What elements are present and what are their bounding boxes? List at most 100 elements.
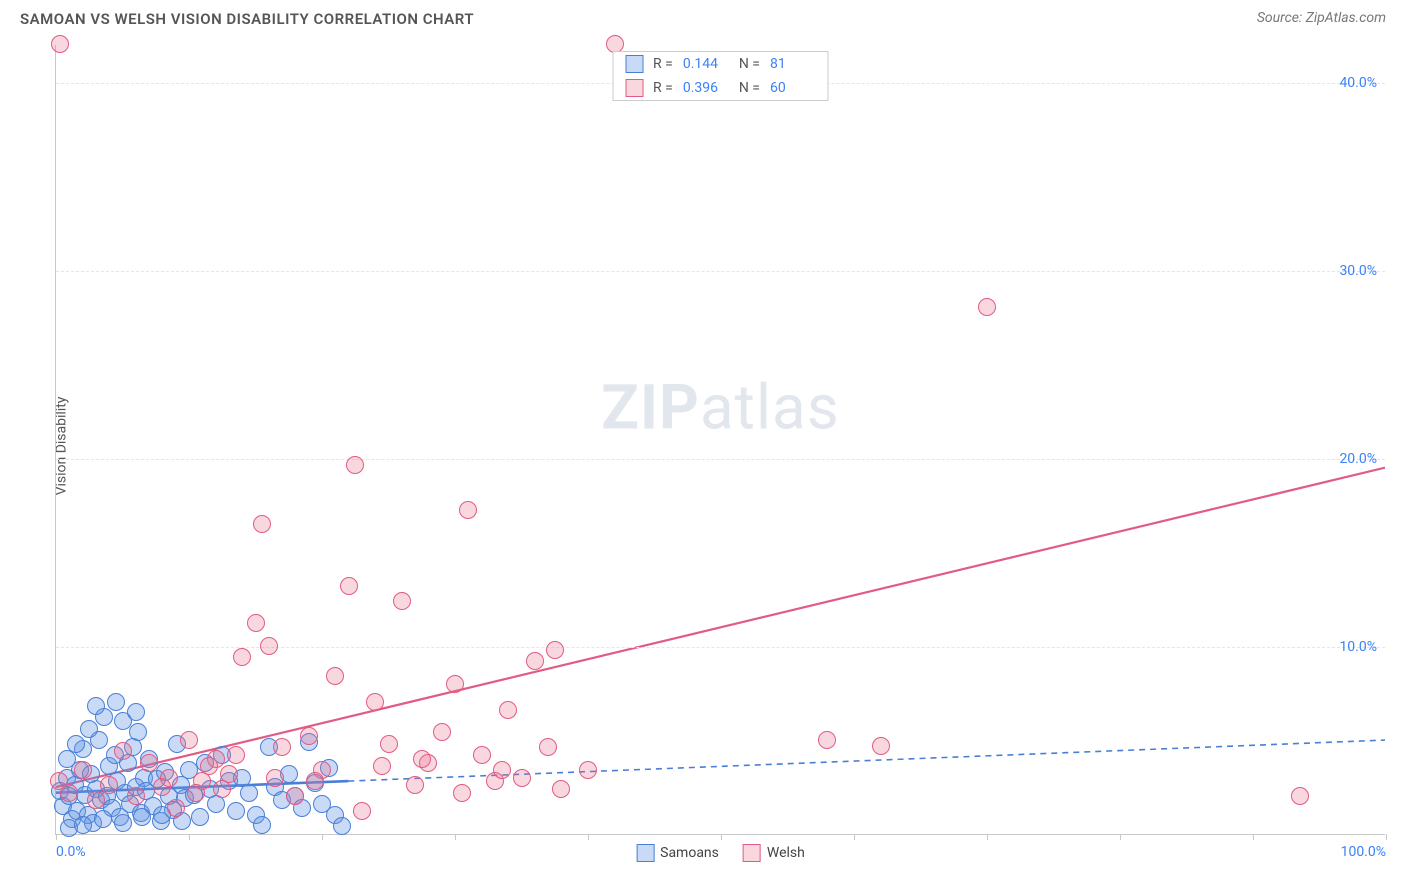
scatter-point-welsh	[818, 731, 836, 749]
scatter-point-welsh	[286, 787, 304, 805]
scatter-point-samoans	[129, 723, 147, 741]
scatter-point-samoans	[191, 808, 209, 826]
gridline	[56, 459, 1385, 460]
x-tick	[189, 834, 190, 840]
scatter-point-welsh	[373, 757, 391, 775]
y-tick-label: 30.0%	[1339, 263, 1377, 279]
scatter-point-welsh	[306, 772, 324, 790]
scatter-point-welsh	[227, 746, 245, 764]
legend-r-value: 0.396	[683, 80, 729, 96]
scatter-point-welsh	[187, 784, 205, 802]
x-tick-label: 0.0%	[56, 844, 86, 860]
y-tick-label: 20.0%	[1339, 451, 1377, 467]
scatter-point-samoans	[240, 784, 258, 802]
scatter-point-welsh	[51, 35, 69, 53]
scatter-point-welsh	[326, 667, 344, 685]
scatter-point-welsh	[87, 791, 105, 809]
scatter-point-welsh	[433, 723, 451, 741]
scatter-point-welsh	[493, 761, 511, 779]
x-tick	[1253, 834, 1254, 840]
scatter-point-welsh	[74, 761, 92, 779]
scatter-point-welsh	[340, 577, 358, 595]
scatter-point-welsh	[579, 761, 597, 779]
scatter-point-welsh	[513, 769, 531, 787]
scatter-point-samoans	[227, 802, 245, 820]
scatter-point-welsh	[200, 757, 218, 775]
scatter-point-welsh	[366, 693, 384, 711]
chart-plot-area: ZIPatlas R =0.144N =81R =0.396N =60 Samo…	[55, 45, 1385, 835]
scatter-point-samoans	[87, 697, 105, 715]
scatter-point-welsh	[406, 776, 424, 794]
legend-swatch-welsh	[625, 79, 643, 97]
scatter-point-welsh	[180, 731, 198, 749]
scatter-point-welsh	[300, 727, 318, 745]
scatter-point-welsh	[413, 750, 431, 768]
x-tick	[322, 834, 323, 840]
legend-row-samoans: R =0.144N =81	[613, 52, 828, 76]
scatter-point-welsh	[546, 641, 564, 659]
correlation-legend: R =0.144N =81 R = 0.396 N = 60	[612, 51, 829, 101]
legend-item: Welsh	[743, 844, 805, 862]
scatter-point-samoans	[94, 810, 112, 828]
scatter-point-samoans	[107, 693, 125, 711]
scatter-point-welsh	[260, 637, 278, 655]
watermark-bold: ZIP	[601, 371, 700, 444]
scatter-point-welsh	[526, 652, 544, 670]
legend-n-value: 81	[770, 56, 816, 72]
scatter-point-samoans	[74, 816, 92, 834]
x-tick-label: 100.0%	[1341, 844, 1386, 860]
x-tick	[56, 834, 57, 840]
legend-name: Samoans	[660, 845, 719, 861]
scatter-point-welsh	[539, 738, 557, 756]
x-tick	[721, 834, 722, 840]
x-tick	[1120, 834, 1121, 840]
scatter-point-welsh	[273, 738, 291, 756]
scatter-point-welsh	[1291, 787, 1309, 805]
scatter-point-welsh	[346, 456, 364, 474]
scatter-point-welsh	[453, 784, 471, 802]
scatter-point-welsh	[552, 780, 570, 798]
legend-r-value: 0.144	[683, 56, 729, 72]
watermark-light: atlas	[700, 371, 840, 444]
legend-n-label: N =	[739, 80, 760, 96]
scatter-point-welsh	[872, 737, 890, 755]
x-tick	[1386, 834, 1387, 840]
scatter-point-welsh	[446, 675, 464, 693]
scatter-point-samoans	[133, 808, 151, 826]
scatter-point-samoans	[333, 817, 351, 835]
scatter-point-welsh	[393, 592, 411, 610]
scatter-point-samoans	[114, 814, 132, 832]
y-tick-label: 10.0%	[1339, 639, 1377, 655]
scatter-point-welsh	[253, 515, 271, 533]
watermark: ZIPatlas	[601, 371, 840, 444]
legend-n-value: 60	[770, 80, 816, 96]
scatter-point-welsh	[978, 298, 996, 316]
scatter-point-samoans	[253, 816, 271, 834]
scatter-point-welsh	[233, 648, 251, 666]
scatter-point-welsh	[459, 501, 477, 519]
scatter-point-welsh	[100, 776, 118, 794]
scatter-point-welsh	[60, 784, 78, 802]
scatter-point-welsh	[114, 742, 132, 760]
x-tick	[455, 834, 456, 840]
legend-swatch-samoans	[625, 55, 643, 73]
y-tick-label: 40.0%	[1339, 75, 1377, 91]
gridline	[56, 647, 1385, 648]
scatter-point-welsh	[499, 701, 517, 719]
scatter-point-welsh	[247, 614, 265, 632]
x-tick	[854, 834, 855, 840]
legend-row-welsh: R = 0.396 N = 60	[613, 76, 828, 100]
legend-item: Samoans	[636, 844, 719, 862]
scatter-point-welsh	[473, 746, 491, 764]
scatter-point-welsh	[167, 799, 185, 817]
trendlines-svg	[56, 45, 1385, 834]
scatter-point-welsh	[266, 769, 284, 787]
chart-title: SAMOAN VS WELSH VISION DISABILITY CORREL…	[20, 10, 474, 28]
legend-name: Welsh	[767, 845, 805, 861]
gridline	[56, 271, 1385, 272]
scatter-point-welsh	[140, 754, 158, 772]
legend-r-label: R =	[653, 80, 673, 96]
x-tick	[987, 834, 988, 840]
legend-swatch	[636, 844, 654, 862]
scatter-point-welsh	[380, 735, 398, 753]
